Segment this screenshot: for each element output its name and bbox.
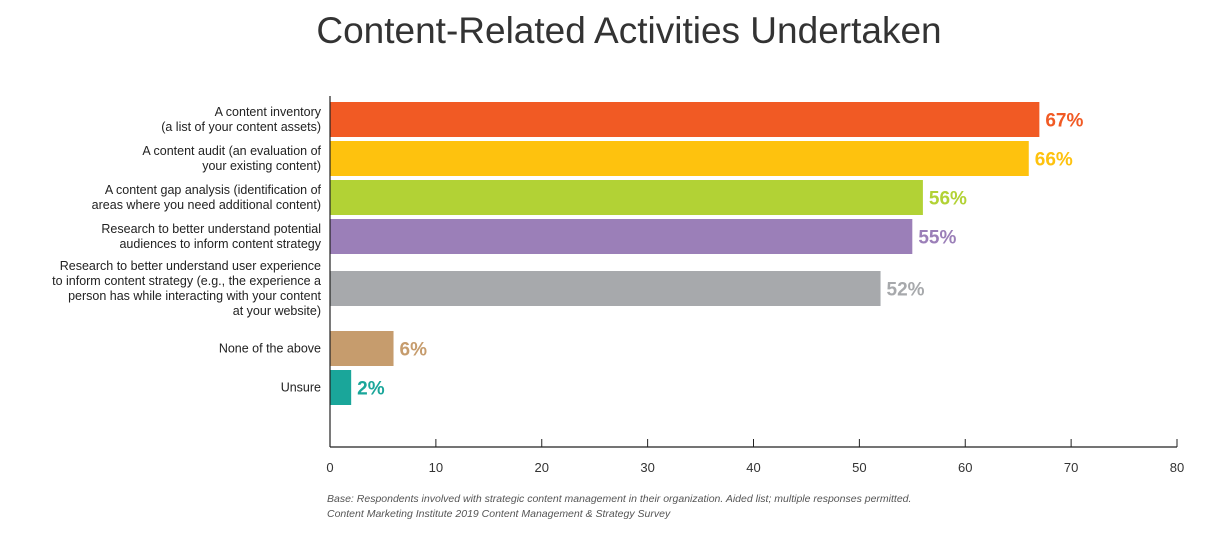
category-label-line: A content inventory <box>215 105 322 119</box>
x-tick-label-1: 10 <box>429 460 443 475</box>
bar-1 <box>330 141 1029 176</box>
category-label-2: A content gap analysis (identification o… <box>92 183 322 212</box>
bar-0 <box>330 102 1040 137</box>
value-label-1: 66% <box>1035 150 1073 171</box>
category-label-5: None of the above <box>219 342 321 356</box>
value-label-2: 56% <box>929 189 967 210</box>
category-label-line: to inform content strategy (e.g., the ex… <box>52 274 321 288</box>
bar-2 <box>330 180 923 215</box>
x-tick-label-3: 30 <box>640 460 654 475</box>
category-label-line: Unsure <box>281 381 321 395</box>
x-tick-label-0: 0 <box>326 460 333 475</box>
category-label-6: Unsure <box>281 381 321 395</box>
x-tick-label-7: 70 <box>1064 460 1078 475</box>
value-label-6: 2% <box>357 379 385 400</box>
bar-5 <box>330 331 394 366</box>
category-label-line: Research to better understand user exper… <box>60 259 321 273</box>
category-label-3: Research to better understand potential a… <box>101 222 321 251</box>
x-tick-label-2: 20 <box>535 460 549 475</box>
value-label-5: 6% <box>400 340 428 361</box>
x-ticks-group: 0 10 20 30 40 50 60 70 80 <box>326 439 1184 475</box>
x-tick-label-5: 50 <box>852 460 866 475</box>
category-label-line: person has while interacting with your c… <box>68 289 321 303</box>
x-tick-label-4: 40 <box>746 460 760 475</box>
value-label-4: 52% <box>887 280 925 301</box>
bars-group: 67% A content inventory (a list of your co… <box>52 102 1083 405</box>
bar-4 <box>330 271 881 306</box>
category-label-line: Research to better understand potential <box>101 222 321 236</box>
bar-6 <box>330 370 352 405</box>
category-label-line: A content audit (an evaluation of <box>142 144 321 158</box>
category-label-line: (a list of your content assets) <box>161 120 321 134</box>
category-label-line: at your website) <box>233 304 321 318</box>
category-label-1: A content audit (an evaluation of your ex… <box>142 144 321 173</box>
chart-title: Content-Related Activities Undertaken <box>316 10 942 51</box>
category-label-0: A content inventory (a list of your conte… <box>161 105 322 134</box>
footnote-base: Base: Respondents involved with strategi… <box>327 493 912 505</box>
category-label-line: None of the above <box>219 342 321 356</box>
value-label-3: 55% <box>918 228 956 249</box>
category-label-line: areas where you need additional content) <box>92 198 321 212</box>
value-label-0: 67% <box>1045 111 1083 132</box>
category-label-line: A content gap analysis (identification o… <box>105 183 322 197</box>
category-label-4: Research to better understand user exper… <box>52 259 321 318</box>
x-tick-label-8: 80 <box>1170 460 1184 475</box>
x-tick-label-6: 60 <box>958 460 972 475</box>
category-label-line: audiences to inform content strategy <box>119 237 321 251</box>
category-label-line: your existing content) <box>202 159 321 173</box>
bar-3 <box>330 219 913 254</box>
footnote: Base: Respondents involved with strategi… <box>327 492 911 522</box>
footnote-source: Content Marketing Institute 2019 Content… <box>327 508 671 520</box>
